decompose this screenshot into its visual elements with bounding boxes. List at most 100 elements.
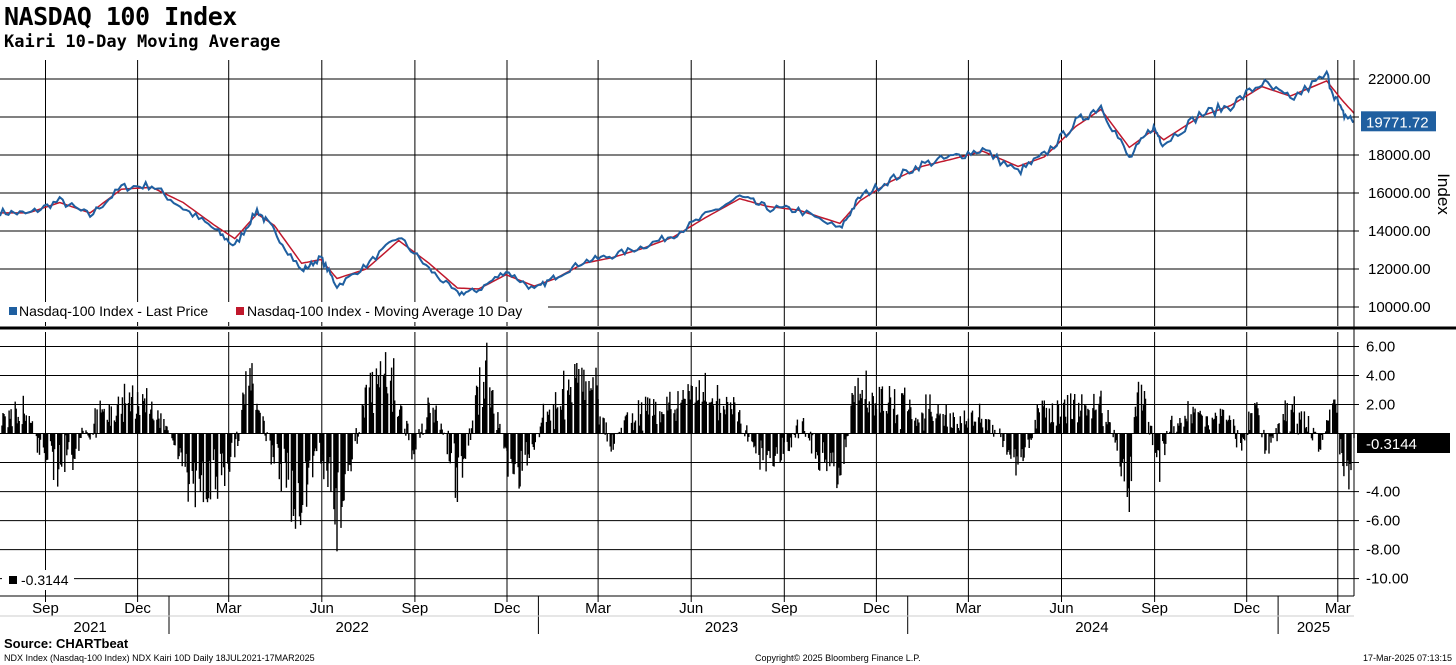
kairi-bar <box>242 392 244 434</box>
kairi-bar <box>889 397 892 434</box>
kairi-bar <box>320 433 322 464</box>
kairi-bar <box>1100 390 1102 434</box>
kairi-bar <box>596 385 598 434</box>
kairi-bar <box>21 424 23 434</box>
kairi-bar <box>531 433 533 445</box>
kairi-bar <box>588 381 590 434</box>
kairi-bar <box>121 397 124 434</box>
kairi-bar <box>1303 411 1306 434</box>
kairi-bar <box>1317 433 1320 452</box>
kairi-bar <box>984 419 987 434</box>
kairi-bar <box>967 418 970 434</box>
kairi-bar <box>766 433 768 456</box>
kairi-bar <box>1029 433 1031 439</box>
x-month-label: Sep <box>32 600 59 617</box>
kairi-bar <box>51 433 54 452</box>
kairi-bar <box>401 406 403 434</box>
kairi-bar <box>859 393 861 434</box>
kairi-bar <box>1271 433 1273 437</box>
kairi-bar <box>45 433 48 461</box>
kairi-bar <box>327 433 329 487</box>
kairi-bar <box>212 433 215 461</box>
kairi-bar <box>682 390 684 434</box>
kairi-bar <box>680 402 682 434</box>
source-note: Source: CHARTbeat <box>4 636 129 651</box>
kairi-bar <box>1211 417 1213 434</box>
kairi-bar <box>1006 433 1008 455</box>
kairi-bar <box>153 420 155 434</box>
kairi-bar <box>15 408 17 434</box>
kairi-bar <box>673 413 675 434</box>
kairi-bar <box>435 405 437 434</box>
kairi-bar <box>943 425 945 434</box>
kairi-bar <box>534 433 536 443</box>
kairi-bar <box>638 425 641 434</box>
kairi-bar <box>415 433 417 450</box>
kairi-bar <box>830 433 832 453</box>
kairi-bar <box>17 416 19 434</box>
kairi-bar <box>399 409 401 434</box>
kairi-bar <box>1305 427 1308 434</box>
kairi-bar <box>1070 393 1072 434</box>
x-month-label: Mar <box>955 600 981 617</box>
kairi-bar <box>719 412 722 434</box>
kairi-bar <box>602 417 604 434</box>
kairi-bar <box>1102 426 1104 434</box>
kairi-bar <box>166 426 168 434</box>
kairi-bar <box>1261 433 1263 438</box>
kairi-bar <box>746 425 748 434</box>
kairi-bar <box>965 421 968 434</box>
kairi-bar <box>1094 410 1096 434</box>
kairi-bar <box>571 402 573 434</box>
kairi-bar <box>479 367 481 434</box>
kairi-bar <box>358 432 360 434</box>
kairi-bar <box>71 433 73 455</box>
kairi-bar <box>160 413 162 434</box>
kairi-bar <box>1184 415 1186 434</box>
kairi-bar <box>357 433 359 437</box>
kairi-bar <box>1135 416 1138 434</box>
kairi-bar <box>577 382 579 434</box>
kairi-bar <box>478 414 480 434</box>
kairi-bar <box>971 410 974 434</box>
kairi-bar <box>1023 433 1025 458</box>
kairi-bar <box>1307 416 1310 434</box>
kairi-bar <box>298 433 301 517</box>
kairi-bar <box>581 367 583 434</box>
kairi-last-value-tag: -0.3144 <box>1357 433 1450 453</box>
x-year-label: 2022 <box>336 619 369 636</box>
kairi-bar <box>527 433 529 455</box>
kairi-bar <box>1166 431 1168 434</box>
kairi-bar <box>220 433 223 476</box>
kairi-bar <box>350 433 352 472</box>
kairi-bar <box>1286 403 1288 434</box>
kairi-bar <box>559 406 562 434</box>
kairi-bar <box>873 415 875 434</box>
kairi-bar <box>796 419 799 434</box>
kairi-bar <box>1092 408 1094 434</box>
kairi-bar <box>1192 406 1194 434</box>
kairi-bar <box>192 433 194 484</box>
kairi-bar <box>825 433 827 460</box>
kairi-bar <box>394 400 396 434</box>
kairi-bar <box>723 409 726 434</box>
price-y-tick-label: 18000.00 <box>1368 147 1431 164</box>
kairi-bar <box>563 370 565 434</box>
kairi-bar <box>461 433 464 478</box>
kairi-bar <box>326 433 328 471</box>
kairi-bar <box>1014 433 1016 450</box>
legend-label-moving-average: Nasdaq-100 Index - Moving Average 10 Day <box>247 303 522 319</box>
kairi-bar <box>222 433 225 468</box>
kairi-bar <box>847 433 849 436</box>
kairi-bar <box>1177 423 1179 434</box>
kairi-bar <box>442 433 444 435</box>
kairi-bar <box>450 433 452 454</box>
kairi-bar <box>780 433 782 461</box>
kairi-bar <box>490 407 492 434</box>
kairi-bar <box>1072 419 1074 434</box>
kairi-bar <box>244 404 246 434</box>
kairi-bar <box>1272 433 1274 439</box>
kairi-bar <box>411 433 413 460</box>
kairi-bar <box>1176 431 1178 434</box>
kairi-bar <box>372 413 375 434</box>
